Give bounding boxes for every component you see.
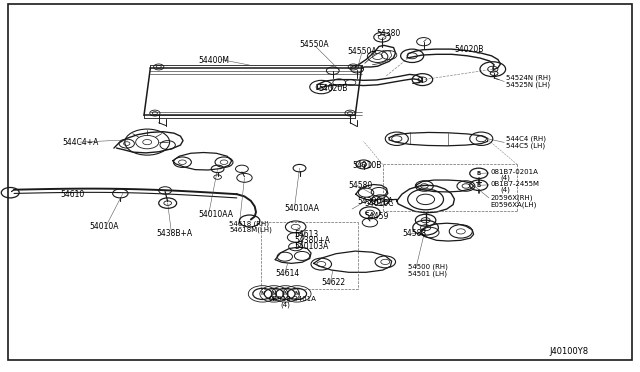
Text: 54588: 54588 xyxy=(402,229,426,238)
Text: N: N xyxy=(272,291,276,296)
Text: 5438B+A: 5438B+A xyxy=(157,229,193,238)
Text: (4): (4) xyxy=(500,186,510,193)
Text: B: B xyxy=(477,183,481,188)
Text: 0B918-3401A: 0B918-3401A xyxy=(269,296,317,302)
Text: 54622: 54622 xyxy=(321,278,346,287)
Text: 54400M: 54400M xyxy=(198,56,229,65)
Text: 54550A: 54550A xyxy=(347,47,376,56)
Text: J40100Y8: J40100Y8 xyxy=(549,347,588,356)
Text: 54010C: 54010C xyxy=(365,199,394,208)
Text: 54580: 54580 xyxy=(349,181,373,190)
Text: 0B1B7-2455M: 0B1B7-2455M xyxy=(490,181,540,187)
Text: 54550A: 54550A xyxy=(300,40,329,49)
Text: 54380: 54380 xyxy=(376,29,401,38)
Text: 54380+A: 54380+A xyxy=(294,236,330,245)
Text: 54524N (RH): 54524N (RH) xyxy=(506,75,550,81)
Text: 54613: 54613 xyxy=(294,230,319,239)
Text: 54610: 54610 xyxy=(61,190,85,199)
Text: 54525N (LH): 54525N (LH) xyxy=(506,81,550,88)
Text: (4): (4) xyxy=(280,302,290,308)
Text: 54010A: 54010A xyxy=(90,222,119,231)
Text: 54020B: 54020B xyxy=(318,84,348,93)
Text: 54390+A: 54390+A xyxy=(357,197,393,206)
Text: 20596X(RH): 20596X(RH) xyxy=(490,195,532,201)
Text: N: N xyxy=(295,291,299,296)
Text: 54501 (LH): 54501 (LH) xyxy=(408,270,447,277)
Text: N: N xyxy=(260,291,264,296)
Text: (4): (4) xyxy=(500,174,510,181)
Text: 54618 (RH): 54618 (RH) xyxy=(229,221,269,227)
Text: 54500 (RH): 54500 (RH) xyxy=(408,264,448,270)
Text: 54020B: 54020B xyxy=(454,45,484,54)
Text: B: B xyxy=(477,171,481,176)
Text: E0596XA(LH): E0596XA(LH) xyxy=(490,201,536,208)
Text: 544C5 (LH): 544C5 (LH) xyxy=(506,142,545,149)
Text: 54010AA: 54010AA xyxy=(285,204,320,213)
Text: 544C4+A: 544C4+A xyxy=(63,138,99,147)
Text: 54010AA: 54010AA xyxy=(198,210,234,219)
Text: N: N xyxy=(284,291,287,296)
Text: 54459: 54459 xyxy=(365,212,389,221)
Text: 54010B: 54010B xyxy=(353,161,382,170)
Text: 54614: 54614 xyxy=(275,269,300,278)
Text: 540103A: 540103A xyxy=(294,242,329,251)
Text: 544C4 (RH): 544C4 (RH) xyxy=(506,136,545,142)
Text: 081B7-0201A: 081B7-0201A xyxy=(490,169,538,175)
Text: 54618M(LH): 54618M(LH) xyxy=(229,227,272,233)
